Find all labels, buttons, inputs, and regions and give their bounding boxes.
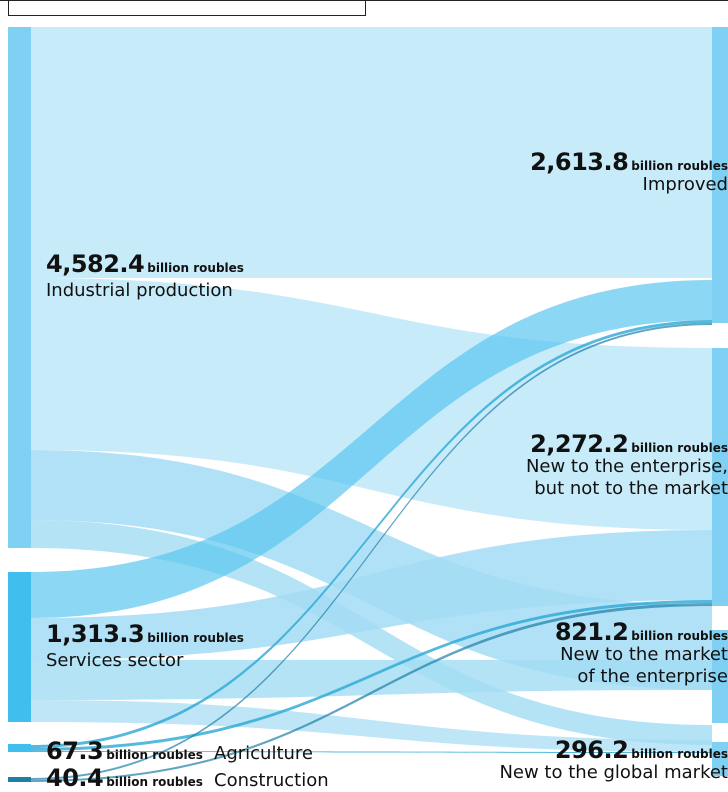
flow-construction-improved (31, 323, 712, 780)
source-bar-services (8, 572, 31, 722)
frame-mid-tick (365, 0, 366, 16)
source-value: 67.3 (46, 737, 104, 765)
source-bar-construction (8, 777, 31, 782)
target-unit: billion roubles (631, 441, 728, 455)
target-label-improved: 2,613.8 billion roubles Improved (530, 150, 728, 196)
source-label-services: 1,313.3 billion roubles Services sector (46, 622, 244, 670)
frame-top-line (0, 0, 728, 1)
target-value: 2,272.2 (530, 430, 629, 458)
sankey-node-bars (8, 27, 728, 782)
sankey-flows (31, 27, 712, 782)
flow-construction-new-enterprise (31, 603, 712, 782)
frame-bottom-line (8, 15, 365, 16)
flow-services-new-enterprise (31, 530, 712, 660)
source-bar-industrial (8, 27, 31, 548)
frame-left-tick (8, 0, 9, 16)
target-unit: billion roubles (631, 629, 728, 643)
top-frame-border (0, 0, 728, 16)
flow-agriculture-improved (31, 320, 712, 748)
flow-services-improved (31, 280, 712, 618)
source-label-industrial: 4,582.4 billion roubles Industrial produc… (46, 252, 244, 300)
source-label-agriculture: 67.3 billion roubles Agriculture (46, 739, 313, 763)
target-bar-new-market (712, 630, 728, 723)
flow-services-new-global (31, 700, 712, 752)
target-name-line: New to the global market (499, 762, 728, 783)
target-unit: billion roubles (631, 159, 728, 173)
source-name: Construction (214, 770, 329, 791)
source-value: 4,582.4 (46, 250, 145, 278)
source-value: 1,313.3 (46, 620, 145, 648)
target-name-line: of the enterprise (577, 666, 728, 687)
flow-industrial-new-global (31, 520, 712, 745)
target-value: 821.2 (554, 618, 629, 646)
source-value: 40.4 (46, 764, 104, 792)
source-bar-agriculture (8, 744, 31, 752)
target-bar-new-enterprise (712, 348, 728, 606)
source-unit: billion roubles (147, 631, 244, 645)
source-name: Services sector (46, 650, 184, 671)
target-label-new-enterprise: 2,272.2 billion roubles New to the enterp… (526, 432, 728, 500)
target-bar-new-global (712, 742, 728, 776)
source-name: Industrial production (46, 280, 233, 301)
flow-agriculture-new-enterprise (31, 600, 712, 751)
target-label-new-global: 296.2 billion roubles New to the global m… (499, 738, 728, 784)
source-unit: billion roubles (106, 775, 203, 789)
source-unit: billion roubles (106, 748, 203, 762)
target-unit: billion roubles (631, 747, 728, 761)
target-label-new-market: 821.2 billion roubles New to the market o… (555, 620, 728, 688)
target-value: 296.2 (554, 736, 629, 764)
source-label-construction: 40.4 billion roubles Construction (46, 766, 329, 790)
flow-industrial-new-market (31, 450, 712, 690)
flow-industrial-improved (31, 27, 712, 278)
target-value: 2,613.8 (530, 148, 629, 176)
target-name-line: Improved (642, 174, 728, 195)
target-name-line: but not to the market (534, 478, 728, 499)
source-unit: billion roubles (147, 261, 244, 275)
target-bar-improved (712, 27, 728, 323)
flow-agriculture-new-global (31, 751, 712, 753)
target-name-line: New to the enterprise, (525, 456, 728, 477)
flow-services-new-market (31, 660, 712, 700)
target-name-line: New to the market (560, 644, 728, 665)
source-name: Agriculture (214, 743, 314, 764)
